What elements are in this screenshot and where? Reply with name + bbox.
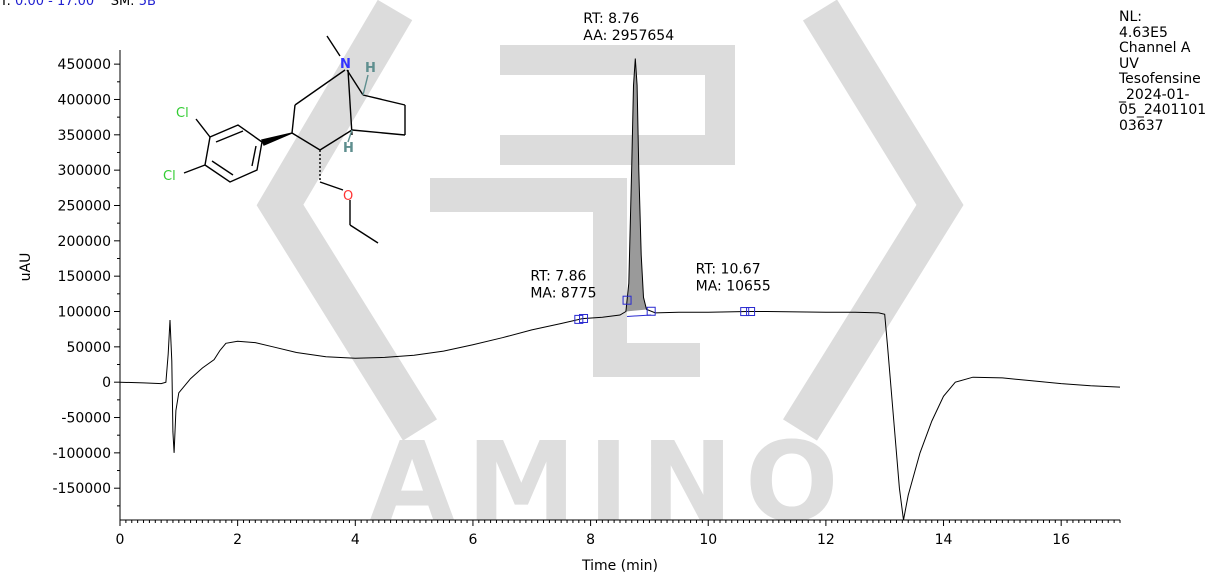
smoothing-value: 5B <box>138 0 156 9</box>
y-tick-label: 300000 <box>58 163 111 179</box>
atom-label-h-top: H <box>365 61 376 76</box>
watermark-chevron-right <box>783 0 964 441</box>
y-axis-label: uAU <box>18 253 34 282</box>
y-tick-label: 200000 <box>58 234 111 250</box>
peak-area-label: MA: 10655 <box>696 279 771 295</box>
atom-label-cl-bottom: Cl <box>163 169 176 184</box>
atom-label-h-bottom: H <box>343 141 354 156</box>
y-tick-label: 150000 <box>58 269 111 285</box>
watermark-text: AMINO <box>369 418 850 546</box>
peak-markers <box>574 295 756 324</box>
y-tick-label: 0 <box>102 375 111 391</box>
peak-rt-label: RT: 8.76 <box>583 11 639 27</box>
peak-marker <box>574 314 584 324</box>
x-tick-label: 10 <box>699 532 717 548</box>
range-label: T: <box>0 0 11 9</box>
watermark-emblem-lower <box>430 178 700 377</box>
y-tick-label: 100000 <box>58 305 111 321</box>
peak-area-fill-shape <box>625 58 649 312</box>
trace-layer <box>119 58 1121 521</box>
peak-marker <box>622 295 632 305</box>
x-tick-label: 6 <box>468 532 477 548</box>
x-tick-label: 16 <box>1052 532 1070 548</box>
chromatogram-trace <box>119 58 1121 521</box>
x-tick-label: 8 <box>586 532 595 548</box>
info-line: 05_2401101 <box>1119 102 1207 118</box>
peak-marker <box>579 313 589 323</box>
smoothing-label: SM: <box>110 0 135 9</box>
atom-label-o: O <box>343 189 353 204</box>
peak-area-fill <box>625 58 649 312</box>
info-line: NL: <box>1119 9 1142 25</box>
watermark-logo <box>256 0 964 441</box>
y-tick-label: 50000 <box>66 340 111 356</box>
atom-label-cl-top: Cl <box>176 106 189 121</box>
y-tick-label: 450000 <box>58 57 111 73</box>
y-tick-label: 400000 <box>58 92 111 108</box>
x-axis-label: Time (min) <box>581 558 658 574</box>
peak-rt-label: RT: 7.86 <box>530 269 586 285</box>
y-tick-label: -100000 <box>53 446 112 462</box>
info-line: Channel A <box>1119 40 1191 56</box>
x-tick-label: 4 <box>351 532 360 548</box>
scan-range-header: T: 0.00 - 17.00 SM: 5B <box>0 0 156 9</box>
info-line: Tesofensine <box>1119 71 1201 87</box>
x-tick-label: 2 <box>233 532 242 548</box>
atom-label-n: N <box>340 57 351 72</box>
x-tick-label: 12 <box>817 532 835 548</box>
peak-marker <box>746 307 756 317</box>
peak-marker <box>740 307 750 317</box>
peak-area-label: MA: 8775 <box>530 286 596 302</box>
axes: 4500004000003500003000002500002000001500… <box>18 50 1121 574</box>
peak-area-label: AA: 2957654 <box>583 28 674 44</box>
peak-rt-label: RT: 10.67 <box>696 262 761 278</box>
info-line: 4.63E5 <box>1119 24 1168 41</box>
x-tick-label: 14 <box>935 532 953 548</box>
molecule-structure <box>183 35 406 244</box>
info-line: 03637 <box>1119 117 1164 134</box>
range-value: 0.00 - 17.00 <box>15 0 95 9</box>
y-tick-label: 350000 <box>58 128 111 144</box>
x-tick-label: 0 <box>116 532 125 548</box>
peak-marker <box>646 306 656 316</box>
watermark-chevron-left <box>256 0 437 441</box>
info-panel: NL: 4.63E5 Channel A UV Tesofensine _202… <box>1119 9 1207 134</box>
y-tick-label: -150000 <box>53 481 112 497</box>
y-tick-label: -50000 <box>61 411 111 427</box>
info-line: UV <box>1119 55 1139 72</box>
y-tick-label: 250000 <box>58 198 111 214</box>
info-line: _2024-01- <box>1119 86 1190 103</box>
watermark-emblem <box>500 45 735 165</box>
